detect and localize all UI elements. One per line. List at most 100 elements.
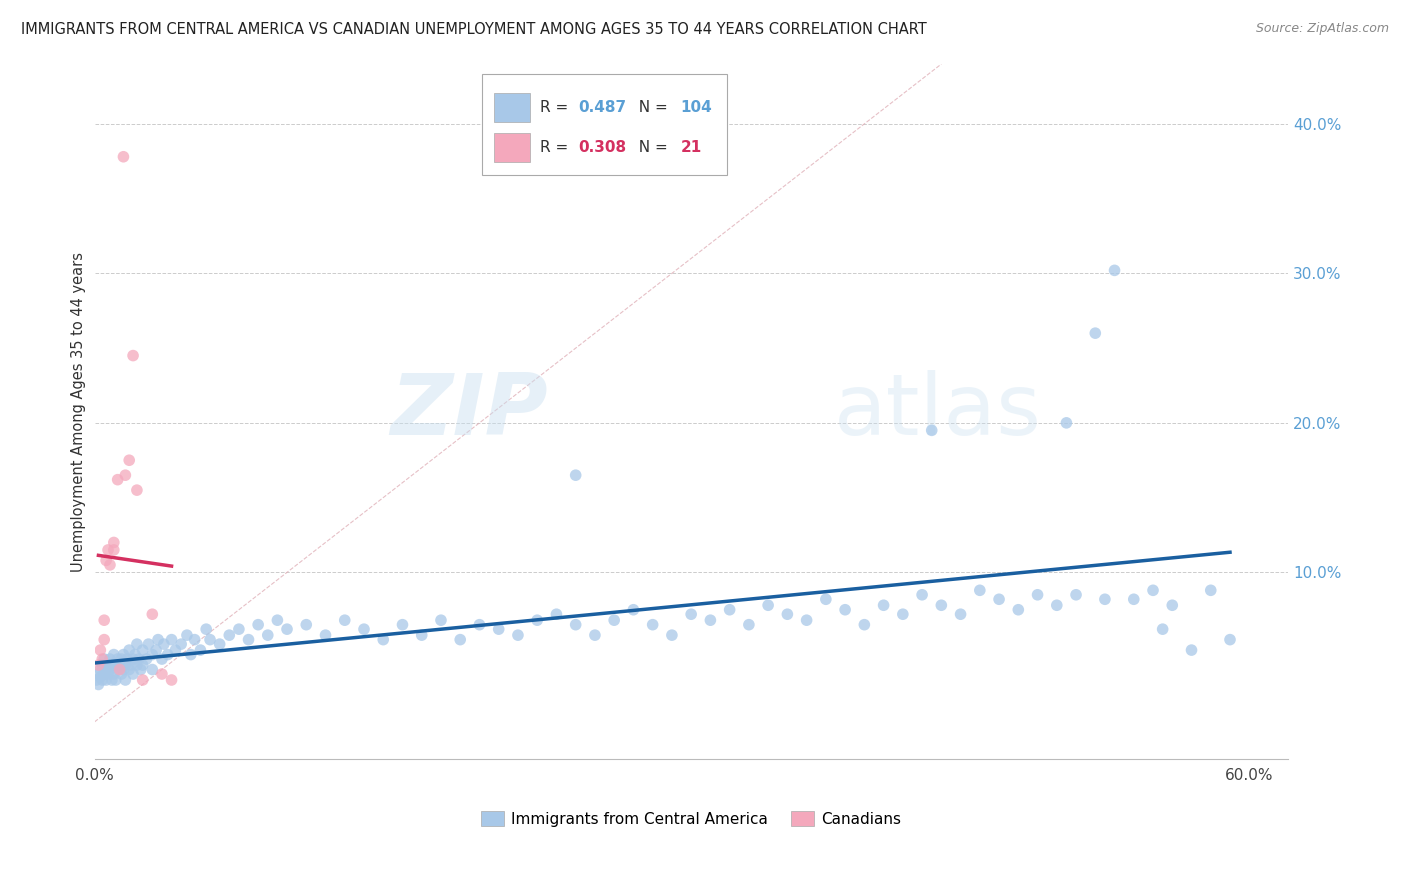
Point — [180, 648, 202, 662]
Point — [1199, 583, 1222, 598]
Point — [1064, 588, 1087, 602]
Point — [228, 622, 250, 636]
Point — [1161, 599, 1184, 613]
Point — [1104, 263, 1126, 277]
Point — [101, 658, 124, 673]
Point — [146, 632, 169, 647]
Point — [699, 613, 721, 627]
Point — [969, 583, 991, 598]
Point — [129, 663, 152, 677]
Point — [276, 622, 298, 636]
Point — [564, 617, 586, 632]
Point — [256, 628, 278, 642]
Point — [1007, 603, 1029, 617]
Point — [546, 607, 568, 622]
Point — [183, 632, 205, 647]
Point — [141, 607, 163, 622]
Point — [118, 643, 141, 657]
Point — [97, 543, 120, 558]
Point — [98, 652, 121, 666]
Point — [156, 648, 179, 662]
Point — [266, 613, 288, 627]
Point — [776, 607, 799, 622]
Point — [108, 663, 131, 677]
Point — [931, 599, 953, 613]
Point — [1180, 643, 1202, 657]
Point — [125, 637, 148, 651]
Point — [117, 652, 139, 666]
Point — [103, 667, 125, 681]
Point — [98, 558, 121, 572]
Point — [1142, 583, 1164, 598]
Point — [93, 613, 115, 627]
Point — [101, 673, 124, 687]
Point — [564, 468, 586, 483]
Point — [94, 663, 117, 677]
Point — [107, 652, 129, 666]
Point — [373, 632, 395, 647]
Point — [125, 483, 148, 497]
Point — [89, 643, 111, 657]
Point — [247, 617, 270, 632]
Text: ZIP: ZIP — [391, 370, 548, 453]
Point — [87, 658, 110, 673]
Point — [603, 613, 626, 627]
Point — [131, 643, 153, 657]
Point — [160, 632, 183, 647]
Point — [198, 632, 221, 647]
Point — [195, 622, 218, 636]
Point — [796, 613, 818, 627]
Point — [1084, 326, 1107, 340]
Point — [107, 473, 129, 487]
Point — [91, 673, 114, 687]
Point — [107, 663, 129, 677]
Point — [333, 613, 356, 627]
Point — [118, 453, 141, 467]
Point — [122, 349, 145, 363]
Point — [97, 658, 120, 673]
Point — [122, 667, 145, 681]
Y-axis label: Unemployment Among Ages 35 to 44 years: Unemployment Among Ages 35 to 44 years — [72, 252, 86, 572]
Text: 21: 21 — [681, 140, 702, 155]
Text: R =: R = — [540, 101, 572, 115]
Point — [138, 637, 160, 651]
Point — [921, 423, 943, 437]
Text: N =: N = — [628, 101, 672, 115]
Point — [114, 658, 136, 673]
Point — [872, 599, 894, 613]
Point — [110, 652, 132, 666]
Point — [89, 670, 111, 684]
Point — [125, 658, 148, 673]
Point — [1046, 599, 1069, 613]
Point — [91, 658, 114, 673]
Point — [122, 652, 145, 666]
Point — [91, 652, 114, 666]
Point — [165, 643, 187, 657]
Point — [131, 673, 153, 687]
Point — [153, 637, 176, 651]
Point — [87, 677, 110, 691]
Point — [315, 628, 337, 642]
Point — [103, 648, 125, 662]
Point — [103, 543, 125, 558]
Point — [112, 648, 135, 662]
Text: 104: 104 — [681, 101, 713, 115]
Point — [681, 607, 703, 622]
Point — [141, 648, 163, 662]
Point — [150, 652, 173, 666]
Point — [170, 637, 193, 651]
Text: 0.487: 0.487 — [578, 101, 626, 115]
Point — [853, 617, 876, 632]
Point — [756, 599, 779, 613]
Point — [110, 667, 132, 681]
Text: 0.308: 0.308 — [578, 140, 626, 155]
Point — [93, 632, 115, 647]
Point — [449, 632, 471, 647]
Point — [124, 648, 146, 662]
Point — [834, 603, 856, 617]
Point — [208, 637, 231, 651]
Point — [1219, 632, 1241, 647]
Point — [583, 628, 606, 642]
Text: IMMIGRANTS FROM CENTRAL AMERICA VS CANADIAN UNEMPLOYMENT AMONG AGES 35 TO 44 YEA: IMMIGRANTS FROM CENTRAL AMERICA VS CANAD… — [21, 22, 927, 37]
Point — [468, 617, 491, 632]
